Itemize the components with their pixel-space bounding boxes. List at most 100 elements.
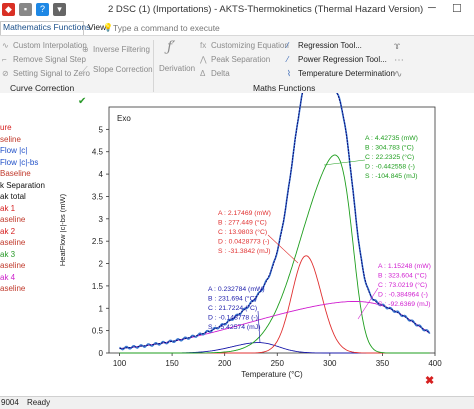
annotation-text: C : 73.0219 (°C) [378,281,427,289]
curve-list-item[interactable]: ak 1 [0,203,16,213]
y-axis-label: HeatFlow |c|-bs (mW) [60,193,67,266]
title-bar: ◆ ▪ ? ▾ 2 DSC (1) (Importations) - AKTS-… [0,0,474,21]
lightbulb-icon: 💡 [103,23,113,32]
y-tick-label: 4 [99,170,104,179]
zero-icon: ⊘ [2,69,9,78]
annotation-text: D : -0.384964 (-) [378,292,428,299]
curve-list-item[interactable]: k Separation [0,180,45,190]
annotation-text: D : 0.0428773 (-) [218,239,269,246]
curve-list-item[interactable]: aseline [0,238,26,247]
curve-list-item[interactable]: Baseline [0,169,31,178]
ribbon: ∿ Custom Interpolation ⌐ Remove Signal Ste… [0,35,474,95]
annotation-text: A : 1.15248 (mW) [378,263,431,270]
x-tick-label: 150 [165,359,179,368]
curve-icon[interactable]: ∿ [394,69,403,80]
curve-list-item[interactable]: ak total [0,192,26,201]
annotation-leader-line [323,159,366,166]
curve-list-item[interactable]: Flow |c| [0,146,28,155]
curve-list-item[interactable]: ak 4 [0,272,16,282]
annotation-text: D : -0.442558 (-) [365,164,415,171]
delta-icon: Δ [200,69,206,78]
annotation-text: A : 0.232784 (mW) [208,286,265,293]
x-tick-label: 350 [376,359,390,368]
app-icon: ◆ [2,3,15,16]
customizing-equation-button[interactable]: fx Customizing Equation [200,41,289,50]
curve-list-item[interactable]: ak 2 [0,226,16,236]
chart-area: 0 0.5 1 1.5 2 2.5 3 3.5 4 4.5 5 100 150 200 250 300 350 4… [58,62,474,396]
regression-tool-button[interactable]: ⁄ Regression Tool... [287,41,362,50]
curve-list-item[interactable]: seline [0,134,21,144]
power-regression-tool-button[interactable]: ⁄ Power Regression Tool... [287,55,387,64]
slope-correction-button[interactable]: ⟋ Slope Correction [82,65,153,74]
annotation-leader-line [357,287,379,320]
curve-list-item[interactable]: aseline [0,261,26,270]
tab-mathematics-functions[interactable]: Mathematics Functions [0,21,90,35]
group-maths-functions: Maths Functions [253,83,316,93]
y-tick-label: 2 [99,260,104,269]
annotation-leader-line [257,310,261,344]
x-tick-label: 400 [428,359,442,368]
close-marker-icon[interactable]: ✖ [425,375,434,387]
curve-list-item[interactable]: Flow |c|-bs [0,157,39,167]
annotation-text: A : 4.42735 (mW) [365,135,418,142]
y-tick-label: 5 [99,125,104,134]
x-tick-label: 200 [218,359,232,368]
derivation-button[interactable]: Derivation [159,64,196,73]
help-icon[interactable]: ? [36,3,49,16]
y-tick-label: 2.5 [92,237,104,246]
remove-signal-step-button[interactable]: ⌐ Remove Signal Step [2,55,86,64]
quick-access-icon[interactable]: ▾ [53,3,66,16]
y-tick-label: 1 [99,304,104,313]
group-curve-correction: Curve Correction [10,83,75,93]
custom-interpolation-button[interactable]: ∿ Custom Interpolation [2,41,87,50]
annotation-text: S : -104.845 (mJ) [365,173,418,180]
ribbon-separator [153,40,154,92]
annotation-text: B : 323.604 (°C) [378,272,427,280]
temperature-determination-button[interactable]: ⌇ Temperature Determination [287,69,395,78]
expand-icon[interactable]: ⋯ [394,55,404,66]
curve-list-panel: ure seline Flow |c| Flow |c|-bs Baseline k Se… [0,93,61,396]
setting-signal-zero-button[interactable]: ⊘ Setting Signal to Zero [2,69,90,78]
annotation-text: S : -5.42574 (mJ) [208,324,261,331]
curve-list-item[interactable]: aseline [0,284,26,293]
delta-button[interactable]: Δ Delta [200,69,230,78]
y-tick-label: 3 [99,215,104,224]
window-title: 2 DSC (1) (Importations) - AKTS-Thermoki… [108,4,424,15]
annotation-text: A : 2.17469 (mW) [218,210,271,217]
save-icon[interactable]: ▪ [19,3,32,16]
peak-curve-4 [119,301,430,350]
y-tick-label: 0.5 [92,327,104,336]
plot-frame [108,106,436,354]
interpolation-icon: ∿ [2,41,9,50]
minimize-button[interactable]: ─ [428,2,436,14]
regression-icon: ⁄ [287,41,289,50]
measured-heatflow-curve [119,62,431,351]
x-tick-label: 300 [323,359,337,368]
status-code: 9004 [1,398,19,407]
curve-list-item[interactable]: ak 3 [0,249,16,259]
status-text: Ready [27,398,51,407]
tab-view[interactable]: View [88,22,107,32]
curve-list-item[interactable]: ure [0,123,12,132]
y-tick-label: 1.5 [92,282,104,291]
inverse-filtering-button[interactable]: ⊕ Inverse Filtering [82,45,150,54]
curve-list-item[interactable]: aseline [0,215,26,224]
annotation-text: C : 13.9803 (°C) [218,228,267,236]
chart-title: Exo [117,114,131,123]
peak-separation-button[interactable]: ⋀ Peak Separation [200,55,271,64]
annotation-text: S : -31.3842 (mJ) [218,248,271,255]
ribbon-tab-bar: Mathematics Functions View 💡 Type a comm… [0,20,474,35]
annotation-text: C : 22.2325 (°C) [365,153,414,161]
maximize-button[interactable]: ☐ [452,3,462,15]
derivative-icon: ƒ′ [167,39,176,55]
temperature-icon: ⌇ [287,69,291,78]
slope-icon: ⟋ [82,65,88,74]
x-tick-label: 100 [113,359,127,368]
command-input[interactable]: Type a command to execute [113,23,220,33]
x-axis-label: Temperature (°C) [241,370,303,379]
step-icon: ⌐ [2,55,7,64]
annotation-text: B : 231.694 (°C) [208,295,257,303]
gamma-icon[interactable]: ɤ [394,41,401,52]
check-icon[interactable]: ✔ [78,96,86,107]
y-tick-label: 0 [99,349,104,358]
